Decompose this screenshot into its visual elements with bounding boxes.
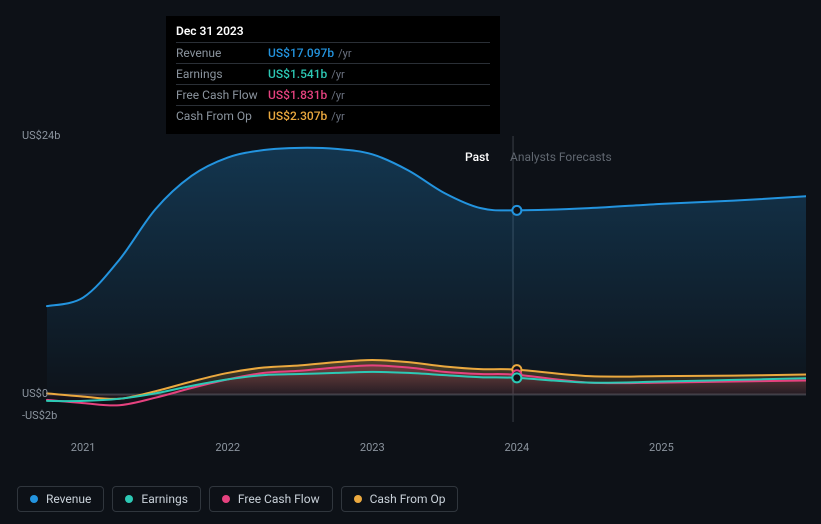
past-label: Past — [465, 150, 489, 164]
tooltip-row: Cash From OpUS$2.307b/yr — [176, 105, 490, 126]
legend-label: Revenue — [46, 492, 91, 506]
legend-label: Cash From Op — [370, 492, 446, 506]
tooltip-row-suffix: /yr — [331, 89, 344, 102]
x-axis-label: 2021 — [68, 441, 98, 454]
tooltip-row-label: Earnings — [176, 67, 268, 81]
tooltip-row-value: US$17.097b — [268, 46, 334, 60]
legend-dot-icon — [354, 495, 362, 503]
tooltip-row-suffix: /yr — [331, 110, 344, 123]
y-axis-label: -US$2b — [22, 409, 57, 422]
x-axis-label: 2025 — [646, 441, 676, 454]
tooltip-row-label: Revenue — [176, 46, 268, 60]
tooltip-row-suffix: /yr — [338, 47, 351, 60]
forecast-label: Analysts Forecasts — [510, 150, 612, 164]
tooltip-row: EarningsUS$1.541b/yr — [176, 63, 490, 84]
legend-label: Free Cash Flow — [238, 492, 320, 506]
tooltip-row: Free Cash FlowUS$1.831b/yr — [176, 84, 490, 105]
legend-dot-icon — [125, 495, 133, 503]
x-axis-label: 2022 — [213, 441, 243, 454]
x-axis-label: 2023 — [357, 441, 387, 454]
tooltip-row-label: Cash From Op — [176, 109, 268, 123]
tooltip-row-value: US$2.307b — [268, 109, 327, 123]
tooltip-row-value: US$1.831b — [268, 88, 327, 102]
legend-item-cash-from-op[interactable]: Cash From Op — [341, 486, 459, 512]
legend-item-free-cash-flow[interactable]: Free Cash Flow — [209, 486, 333, 512]
tooltip-row-suffix: /yr — [331, 68, 344, 81]
legend-label: Earnings — [141, 492, 188, 506]
legend-item-revenue[interactable]: Revenue — [17, 486, 104, 512]
legend: Revenue Earnings Free Cash Flow Cash From O… — [17, 486, 458, 512]
legend-dot-icon — [30, 495, 38, 503]
legend-item-earnings[interactable]: Earnings — [112, 486, 201, 512]
chart-container — [17, 126, 806, 446]
tooltip-row: RevenueUS$17.097b/yr — [176, 42, 490, 63]
x-axis-label: 2024 — [502, 441, 532, 454]
tooltip-date: Dec 31 2023 — [176, 24, 490, 42]
financial-chart — [17, 126, 806, 446]
y-axis-label: US$24b — [22, 129, 60, 142]
y-axis-label: US$0 — [22, 387, 48, 400]
tooltip-row-value: US$1.541b — [268, 67, 327, 81]
tooltip-row-label: Free Cash Flow — [176, 88, 268, 102]
legend-dot-icon — [222, 495, 230, 503]
chart-tooltip: Dec 31 2023 RevenueUS$17.097b/yrEarnings… — [166, 16, 500, 134]
